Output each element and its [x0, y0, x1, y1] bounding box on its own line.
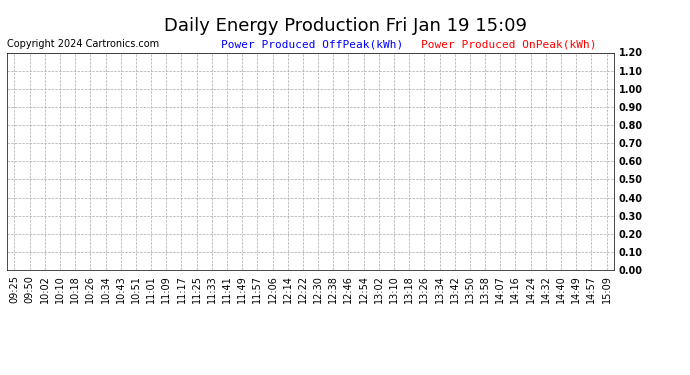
Text: Power Produced OffPeak(kWh): Power Produced OffPeak(kWh) — [221, 39, 403, 50]
Text: Daily Energy Production Fri Jan 19 15:09: Daily Energy Production Fri Jan 19 15:09 — [164, 17, 526, 35]
Text: Copyright 2024 Cartronics.com: Copyright 2024 Cartronics.com — [7, 39, 159, 50]
Text: Power Produced OnPeak(kWh): Power Produced OnPeak(kWh) — [421, 39, 596, 50]
